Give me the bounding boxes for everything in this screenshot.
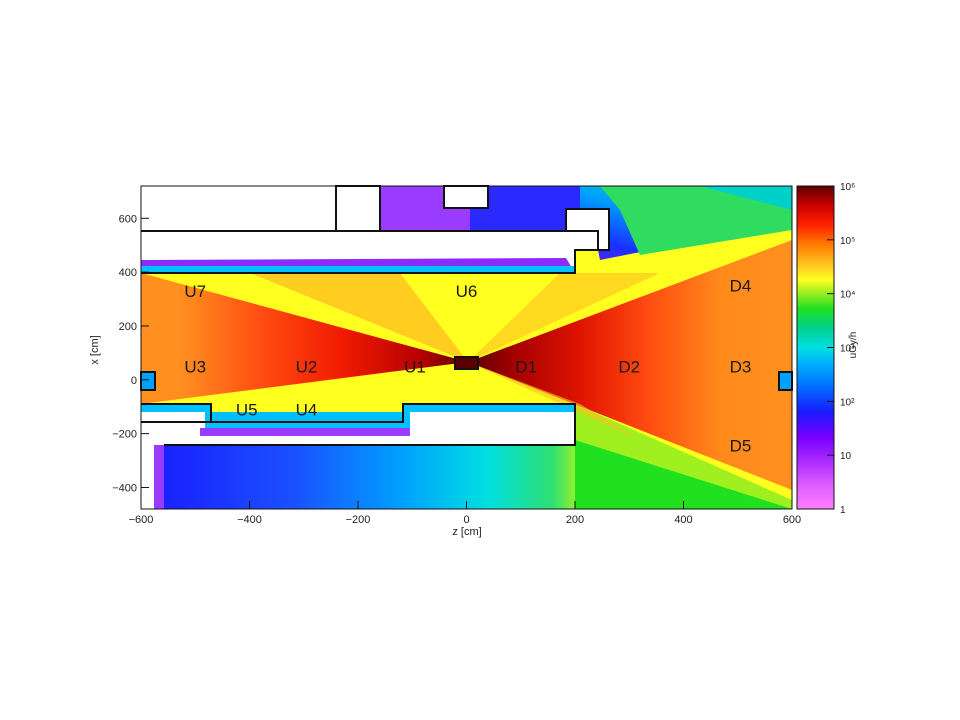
y-tick-label: 400 xyxy=(119,267,137,279)
region-label-d4: D4 xyxy=(730,277,752,296)
region-label-u7: U7 xyxy=(184,282,206,301)
region-label-d3: D3 xyxy=(730,357,752,376)
colorbar-tick-label: 10⁶ xyxy=(840,182,855,193)
y-axis-title: x [cm] xyxy=(89,335,101,364)
y-tick-label: 0 xyxy=(131,375,137,387)
region-label-d5: D5 xyxy=(730,437,752,456)
region-label-u6: U6 xyxy=(456,282,478,301)
colorbar-tick-label: 1 xyxy=(840,505,846,516)
x-axis-ticks: −600 −400 −200 0 200 400 600 xyxy=(129,501,801,526)
region-label-d2: D2 xyxy=(618,357,640,376)
x-tick-label: −400 xyxy=(237,514,262,526)
colorbar-title: uGy/h xyxy=(848,332,859,359)
heatmap-field xyxy=(141,186,792,509)
x-tick-label: 0 xyxy=(463,514,469,526)
colorbar: 1 10 10² 10³ 10⁴ 10⁵ 10⁶ uGy/h xyxy=(796,182,859,516)
y-tick-label: 600 xyxy=(119,213,137,225)
colorbar-tick-label: 10⁴ xyxy=(840,290,855,301)
colorbar-tick-label: 10 xyxy=(840,451,852,462)
colorbar-ticks: 1 10 10² 10³ 10⁴ 10⁵ 10⁶ xyxy=(827,182,855,516)
x-tick-label: 400 xyxy=(674,514,692,526)
y-tick-label: −200 xyxy=(112,429,137,441)
x-axis-title: z [cm] xyxy=(452,526,481,538)
colorbar-tick-label: 10³ xyxy=(840,344,855,355)
region-label-u3: U3 xyxy=(184,357,206,376)
region-label-u5: U5 xyxy=(236,400,258,419)
y-axis-ticks: −400 −200 0 200 400 600 xyxy=(112,213,149,494)
region-label-u2: U2 xyxy=(296,357,318,376)
region-label-u4: U4 xyxy=(296,400,318,419)
x-tick-label: 200 xyxy=(566,514,584,526)
x-tick-label: −200 xyxy=(346,514,371,526)
x-tick-label: 600 xyxy=(783,514,801,526)
y-tick-label: 200 xyxy=(119,321,137,333)
colorbar-tick-label: 10² xyxy=(840,397,855,408)
region-label-u1: U1 xyxy=(404,357,426,376)
colorbar-tick-label: 10⁵ xyxy=(840,236,855,247)
region-labels: U7 U6 D4 U3 U2 U1 D1 D2 D3 U5 U4 D5 xyxy=(184,277,751,456)
x-tick-label: −600 xyxy=(129,514,154,526)
region-label-d1: D1 xyxy=(515,357,537,376)
y-tick-label: −400 xyxy=(112,482,137,494)
